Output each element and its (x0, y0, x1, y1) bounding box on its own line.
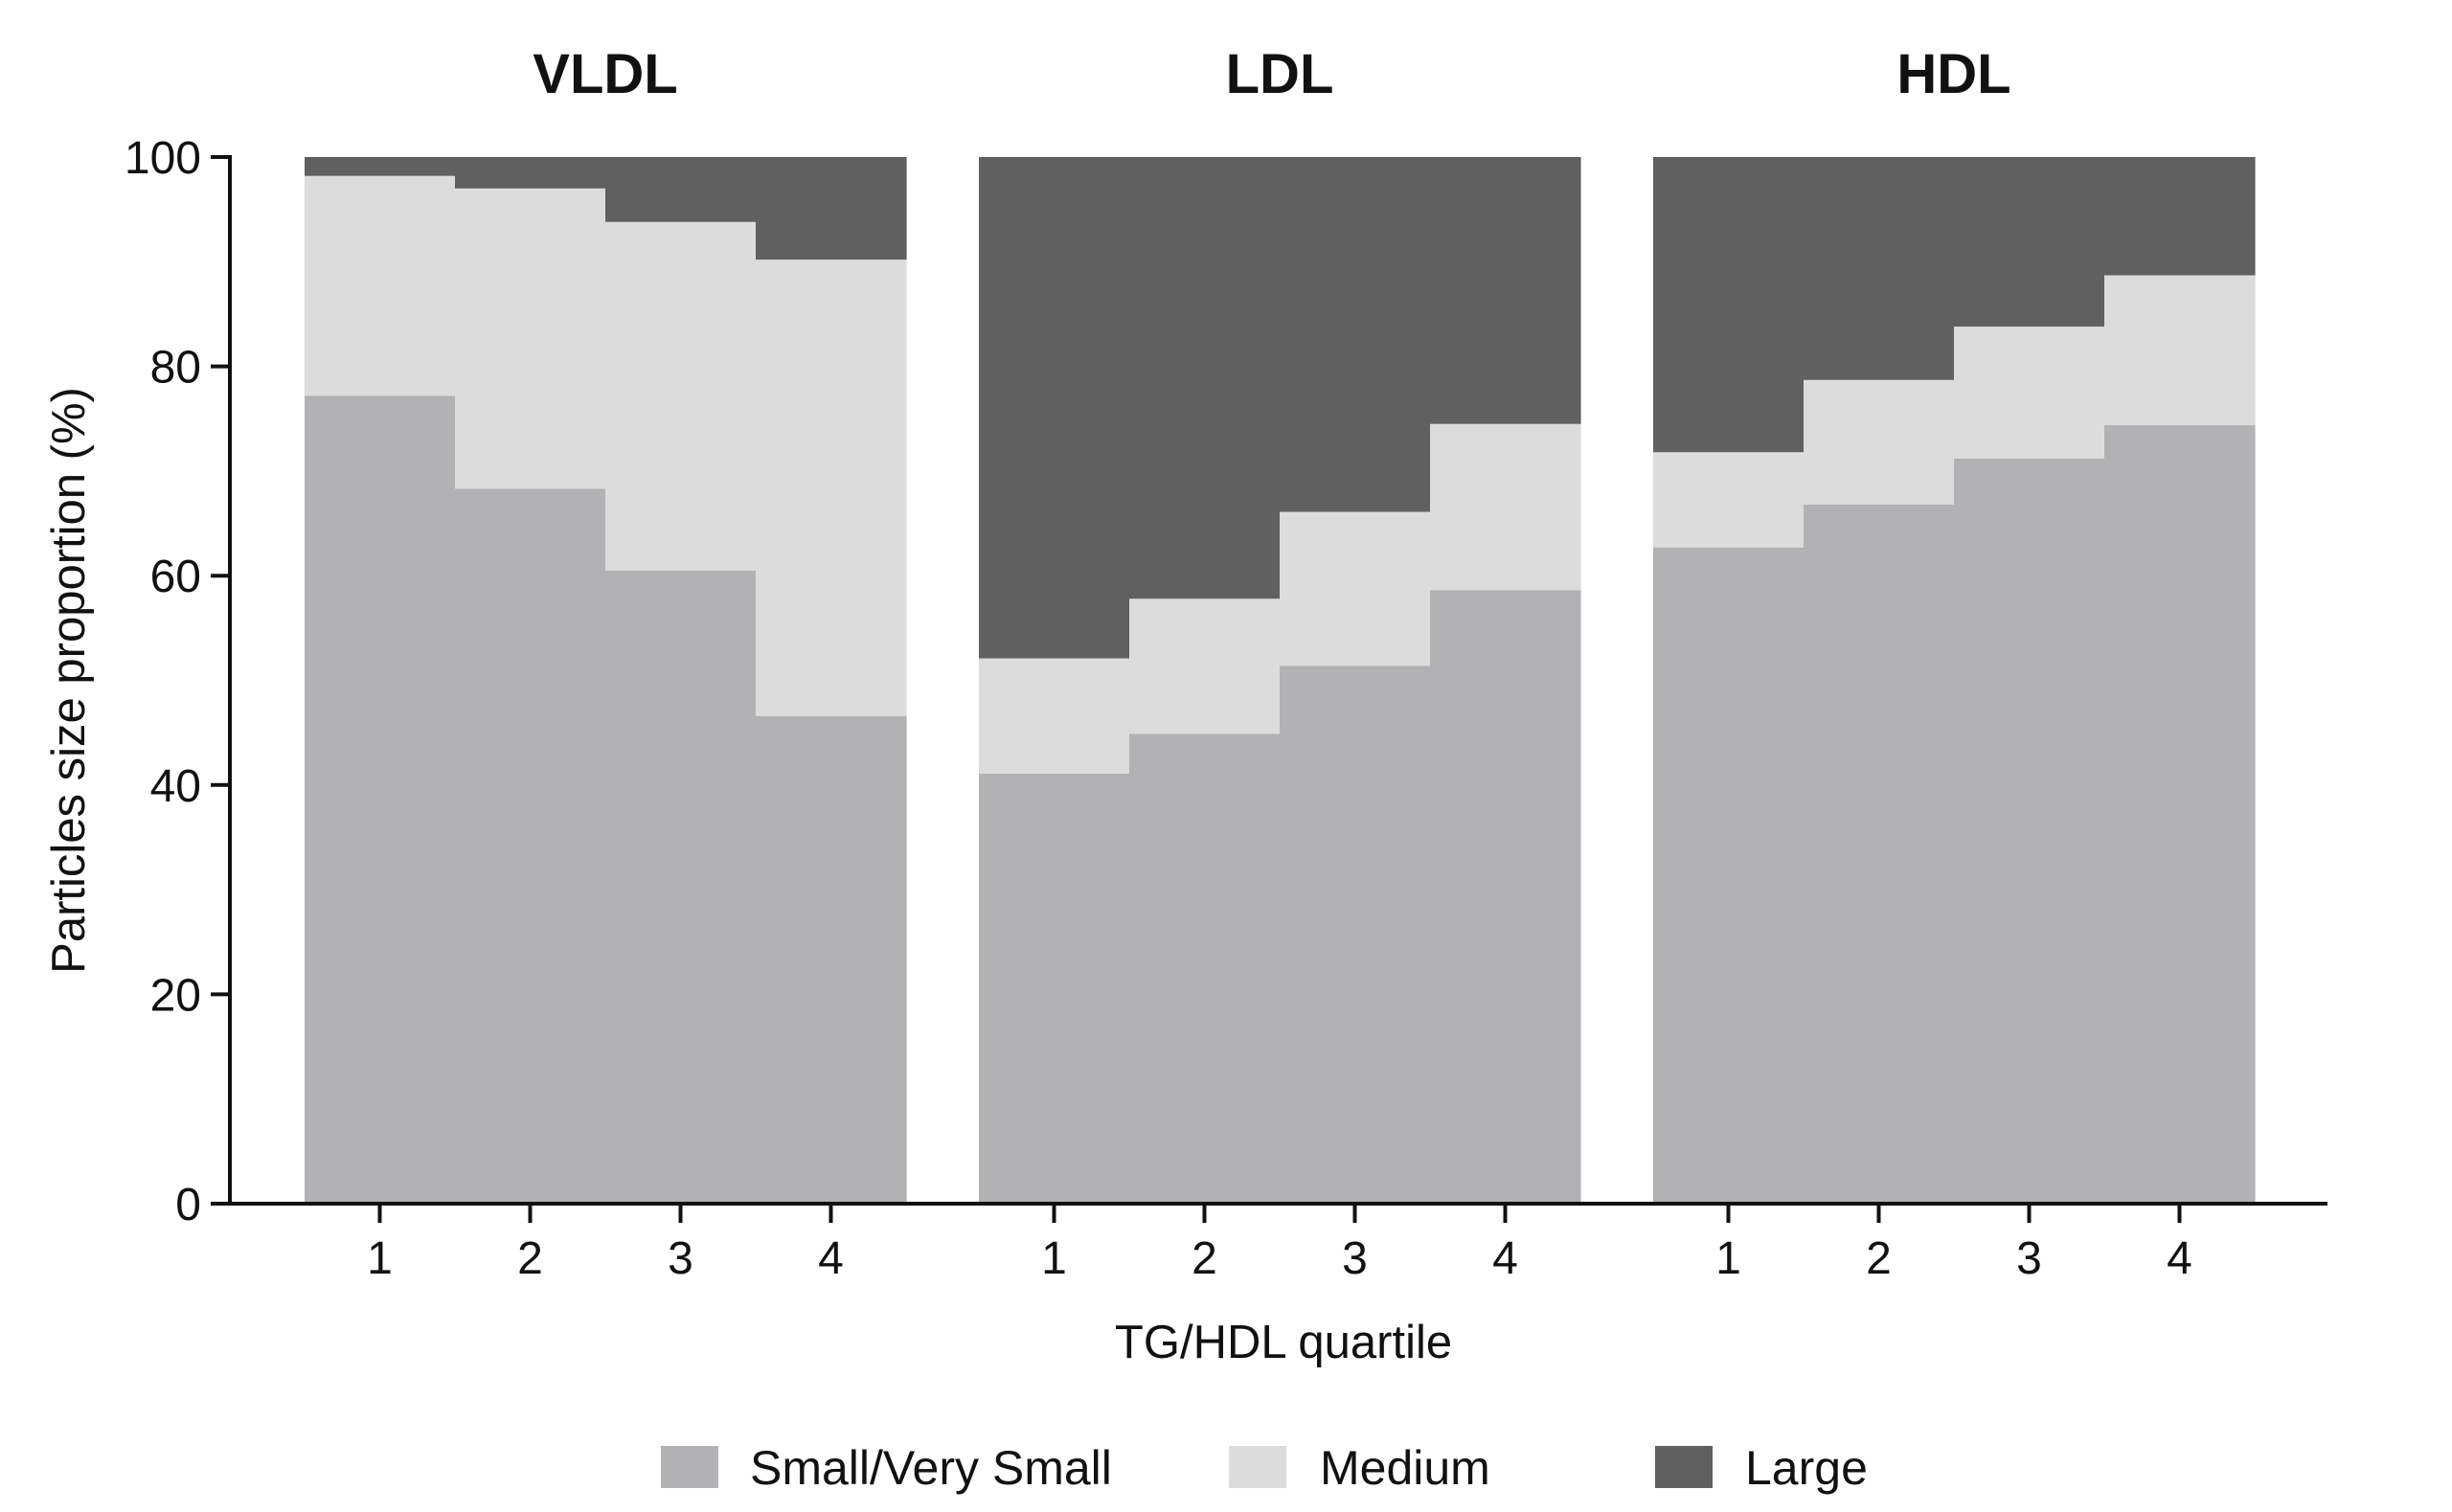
bar-vldl-q2-large (455, 157, 606, 189)
bar-ldl-q1-medium (979, 658, 1130, 774)
x-tick-label-hdl-1: 1 (1715, 1233, 1741, 1284)
x-tick-label-hdl-3: 3 (2016, 1233, 2042, 1284)
legend-label-medium: Medium (1320, 1441, 1490, 1495)
bar-hdl-q4-large (2104, 157, 2256, 276)
bar-ldl-q2-large (1129, 157, 1281, 599)
bar-vldl-q3-large (605, 157, 757, 222)
y-tick-label-0: 0 (175, 1180, 201, 1230)
bar-vldl-q4-small-very-small (756, 715, 907, 1204)
bar-vldl-q3-medium (605, 221, 757, 571)
bar-vldl-q1-medium (305, 175, 456, 396)
legend-swatch-small-very-small (661, 1446, 718, 1488)
bar-ldl-q4-large (1430, 157, 1581, 424)
panel-title-hdl: HDL (1896, 43, 2010, 105)
x-tick-label-vldl-1: 1 (367, 1233, 393, 1284)
x-tick-label-vldl-2: 2 (517, 1233, 543, 1284)
panel-title-ldl: LDL (1226, 43, 1334, 105)
axes-layer (211, 155, 2327, 1223)
bar-ldl-q3-small-very-small (1280, 666, 1431, 1204)
bar-vldl-q2-small-very-small (455, 488, 606, 1205)
bar-hdl-q1-medium (1653, 452, 1805, 548)
bar-hdl-q3-large (1954, 157, 2105, 327)
bar-vldl-q1-large (305, 157, 456, 176)
y-axis-title: Particles size proportion (%) (43, 387, 95, 974)
bar-vldl-q4-large (756, 157, 907, 260)
bar-ldl-q1-small-very-small (979, 773, 1130, 1204)
bar-vldl-q3-small-very-small (605, 570, 757, 1204)
bar-hdl-q2-medium (1804, 379, 1955, 505)
bar-ldl-q3-medium (1280, 511, 1431, 666)
panel-title-vldl: VLDL (533, 43, 677, 105)
bar-ldl-q4-small-very-small (1430, 590, 1581, 1204)
bar-vldl-q2-medium (455, 188, 606, 489)
bar-vldl-q4-medium (756, 260, 907, 716)
legend: Small/Very Small Medium Large (661, 1441, 1868, 1495)
x-tick-label-ldl-4: 4 (1492, 1233, 1518, 1284)
bar-ldl-q2-small-very-small (1129, 733, 1281, 1204)
legend-label-large: Large (1745, 1441, 1868, 1495)
bar-ldl-q3-large (1280, 157, 1431, 512)
bar-hdl-q1-small-very-small (1653, 547, 1805, 1204)
x-axis-title: TG/HDL quartile (1115, 1317, 1452, 1368)
y-tick-label-40: 40 (150, 761, 201, 812)
y-tick-label-20: 20 (150, 970, 201, 1021)
x-tick-label-vldl-4: 4 (818, 1233, 844, 1284)
bar-hdl-q2-small-very-small (1804, 504, 1955, 1204)
bar-hdl-q1-large (1653, 157, 1805, 453)
x-tick-label-hdl-4: 4 (2167, 1233, 2192, 1284)
x-tick-label-hdl-2: 2 (1866, 1233, 1892, 1284)
bar-hdl-q4-small-very-small (2104, 424, 2256, 1205)
y-tick-label-100: 100 (125, 133, 201, 184)
y-tick-label-80: 80 (150, 343, 201, 394)
x-tick-label-vldl-3: 3 (668, 1233, 693, 1284)
x-tick-label-ldl-1: 1 (1041, 1233, 1067, 1284)
y-tick-label-60: 60 (150, 552, 201, 602)
bar-ldl-q4-medium (1430, 423, 1581, 591)
bar-ldl-q1-large (979, 157, 1130, 659)
bar-hdl-q3-small-very-small (1954, 458, 2105, 1204)
x-tick-label-ldl-2: 2 (1192, 1233, 1217, 1284)
legend-label-small-very-small: Small/Very Small (750, 1441, 1112, 1495)
bar-ldl-q2-medium (1129, 598, 1281, 734)
bar-hdl-q3-medium (1954, 327, 2105, 459)
x-tick-label-ldl-3: 3 (1342, 1233, 1368, 1284)
bars-layer (305, 157, 2256, 1205)
bar-hdl-q4-medium (2104, 275, 2256, 425)
legend-swatch-large (1655, 1446, 1713, 1488)
bar-hdl-q2-large (1804, 157, 1955, 380)
bar-vldl-q1-small-very-small (305, 395, 456, 1205)
legend-swatch-medium (1229, 1446, 1286, 1488)
